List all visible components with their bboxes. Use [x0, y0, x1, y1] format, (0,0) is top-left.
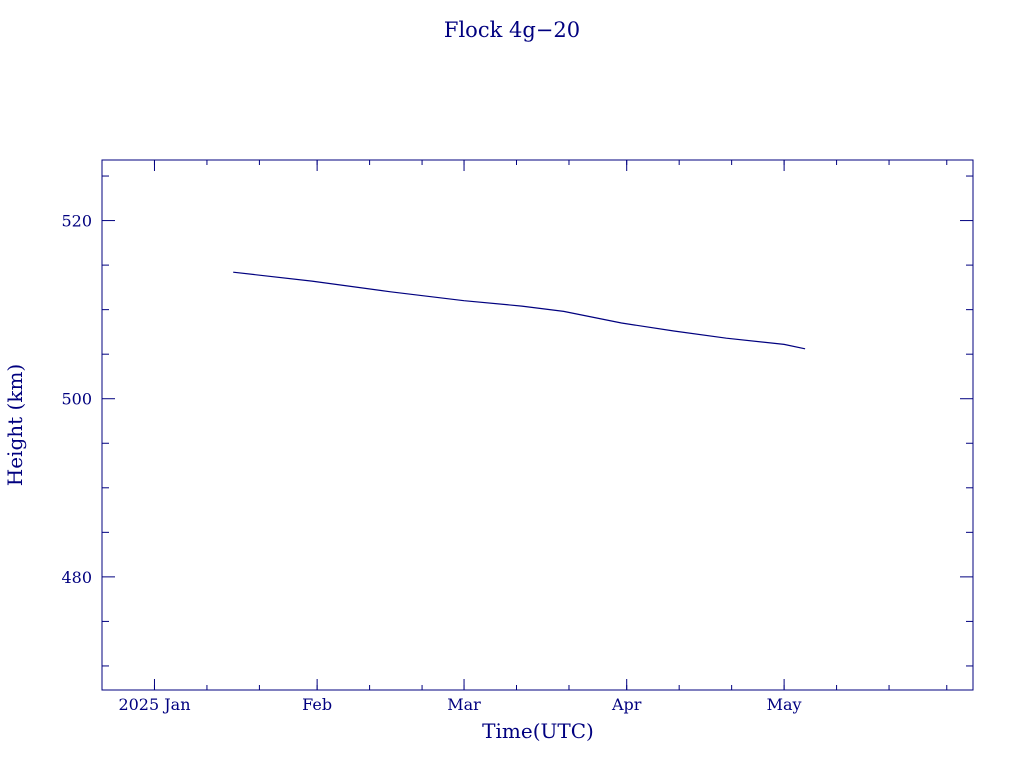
- plot-frame: [101, 159, 974, 691]
- x-axis-ticks: [153, 160, 948, 690]
- x-tick-label: Apr: [611, 695, 642, 714]
- x-axis-title: Time(UTC): [482, 719, 594, 743]
- x-tick-label: Mar: [447, 695, 481, 714]
- y-tick-label: 520: [61, 212, 92, 231]
- y-axis-ticks: [102, 175, 973, 667]
- y-tick-label: 500: [61, 390, 92, 409]
- x-tick-label: Feb: [302, 695, 332, 714]
- x-tick-label: May: [767, 695, 802, 714]
- y-axis-tick-labels: 480 500 520: [61, 212, 92, 587]
- series-line: [233, 271, 806, 350]
- series-layer: [233, 271, 806, 350]
- chart-title: Flock 4g−20: [444, 18, 580, 42]
- y-tick-label: 480: [61, 568, 92, 587]
- x-axis-tick-labels: 2025 Jan Feb Mar Apr May: [118, 695, 801, 714]
- x-tick-label: 2025 Jan: [118, 695, 190, 714]
- y-axis-title: Height (km): [3, 364, 27, 486]
